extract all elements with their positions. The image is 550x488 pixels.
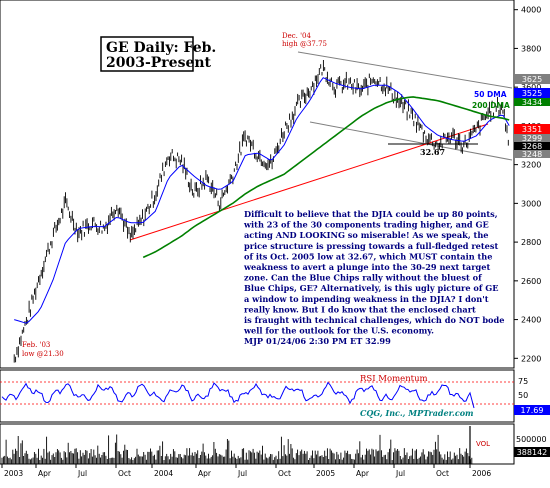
y-tick-label: 2800 bbox=[521, 238, 541, 247]
badge-3: 3434 bbox=[522, 98, 542, 107]
x-tick-label: Apr bbox=[356, 469, 370, 478]
dma50-line bbox=[14, 77, 510, 324]
commentary-line: price structure is pressing towards a fu… bbox=[244, 241, 498, 251]
high-annotation-1: Dec. '04 bbox=[282, 32, 312, 40]
commentary-line: zone. Can the Blue Chips rally without t… bbox=[244, 273, 482, 283]
x-tick-label: Apr bbox=[38, 469, 52, 478]
commentary-line: MJP 01/24/06 2:30 PM ET 32.99 bbox=[244, 336, 391, 346]
title-line-1: GE Daily: Feb. bbox=[106, 40, 216, 56]
dma200-line bbox=[142, 96, 510, 259]
y-tick-label: 3600 bbox=[521, 83, 541, 92]
commentary-line: Difficult to believe that the DJIA could… bbox=[244, 209, 498, 219]
low-annotation-2: low @21.30 bbox=[22, 350, 64, 358]
volume-bars bbox=[1, 426, 473, 464]
x-tick-label: Oct bbox=[278, 469, 291, 478]
x-tick-label: Jul bbox=[77, 469, 87, 478]
price-badges: 3625 3525 3434 3351 3299 3268 3248 bbox=[514, 74, 550, 159]
volume-badge-bg bbox=[514, 447, 550, 457]
rsi-tick-75: 75 bbox=[518, 377, 528, 386]
volume-tick-500000: 500000 bbox=[516, 435, 547, 444]
badge-7-bg bbox=[514, 150, 550, 158]
rsi-label: RSI Momentum bbox=[360, 374, 428, 384]
commentary-line: really know. But I do know that the encl… bbox=[244, 304, 476, 314]
x-tick-label: Jul bbox=[395, 469, 405, 478]
x-tick-label: Jul bbox=[237, 469, 247, 478]
title-box bbox=[100, 36, 194, 72]
badge-2: 3525 bbox=[522, 89, 542, 98]
y-tick-label: 3000 bbox=[521, 199, 541, 208]
badge-6-bg bbox=[514, 142, 550, 150]
y-tick-label: 2200 bbox=[521, 354, 541, 363]
badge-5: 3299 bbox=[522, 134, 542, 143]
x-tick-label: 2003 bbox=[4, 469, 23, 478]
badge-7: 3248 bbox=[522, 150, 542, 159]
badge-6: 3268 bbox=[522, 142, 542, 151]
title-line-2: 2003-Present bbox=[106, 55, 212, 71]
rsi-tick-50: 50 bbox=[518, 391, 528, 400]
commentary-line: Blue Chips, GE? Alternatively, is this u… bbox=[244, 283, 498, 293]
badge-3-bg bbox=[514, 98, 550, 106]
badge-4-bg bbox=[514, 124, 550, 134]
commentary-line: is fraught with technical challenges, wh… bbox=[244, 315, 504, 325]
badge-4: 3351 bbox=[522, 125, 542, 134]
dma50-label: 50 DMA bbox=[474, 90, 507, 99]
commentary-line: with 23 of the 30 components trading hig… bbox=[243, 220, 489, 230]
oct-low-label: 32.67 bbox=[420, 147, 445, 157]
rsi-badge: 17.69 bbox=[521, 406, 544, 415]
date-x-axis: 2003 Apr Jul Oct 2004 Apr Jul Oct 2005 Apr Jul Oct 2… bbox=[1, 464, 491, 478]
credit-label: CQG, Inc., MPTrader.com bbox=[360, 408, 474, 418]
y-tick-label: 3800 bbox=[521, 44, 541, 53]
y-tick-label: 2400 bbox=[521, 316, 541, 325]
rsi-badge-bg bbox=[514, 405, 550, 415]
volume-badge: 388142 bbox=[517, 448, 548, 457]
rsi-panel-frame bbox=[0, 369, 515, 423]
x-tick-label: Oct bbox=[436, 469, 449, 478]
y-tick-label: 4000 bbox=[521, 6, 541, 15]
y-tick-label: 3200 bbox=[521, 161, 541, 170]
rsi-line bbox=[1, 381, 475, 409]
commentary-block: Difficult to believe that the DJIA could… bbox=[243, 209, 504, 346]
commentary-line: acting AND LOOKING so miserable! As we s… bbox=[244, 230, 489, 240]
commentary-line: well for the outlook for the U.S. econom… bbox=[243, 326, 434, 336]
commentary-line: of its Oct. 2005 low at 32.67, which MUS… bbox=[244, 251, 492, 261]
dma200-label: 200 DMA bbox=[472, 101, 510, 110]
x-tick-label: 2005 bbox=[316, 469, 335, 478]
badge-2-bg bbox=[514, 88, 550, 98]
price-y-axis: 4000380036003400320030002800260024002200 bbox=[514, 6, 541, 363]
badge-5-bg bbox=[514, 134, 550, 142]
x-tick-label: Apr bbox=[198, 469, 212, 478]
channel-lower-line bbox=[309, 121, 513, 161]
y-tick-label: 2600 bbox=[521, 277, 541, 286]
price-panel-frame bbox=[0, 0, 515, 369]
price-bars bbox=[13, 60, 509, 363]
channel-upper-line bbox=[297, 51, 513, 89]
commentary-line: weakness to avert a plunge into the 30-2… bbox=[243, 262, 490, 272]
high-annotation-2: high @37.75 bbox=[282, 40, 327, 48]
x-tick-label: 2004 bbox=[154, 469, 173, 478]
x-tick-label: 2006 bbox=[472, 469, 491, 478]
x-tick-label: Oct bbox=[118, 469, 131, 478]
badge-1: 3625 bbox=[522, 75, 542, 84]
badge-1-bg bbox=[514, 74, 550, 84]
low-annotation-1: Feb. '03 bbox=[22, 341, 50, 349]
commentary-line: a window to impending weakness in the DJ… bbox=[244, 294, 489, 304]
volume-label: VOL bbox=[476, 440, 490, 448]
